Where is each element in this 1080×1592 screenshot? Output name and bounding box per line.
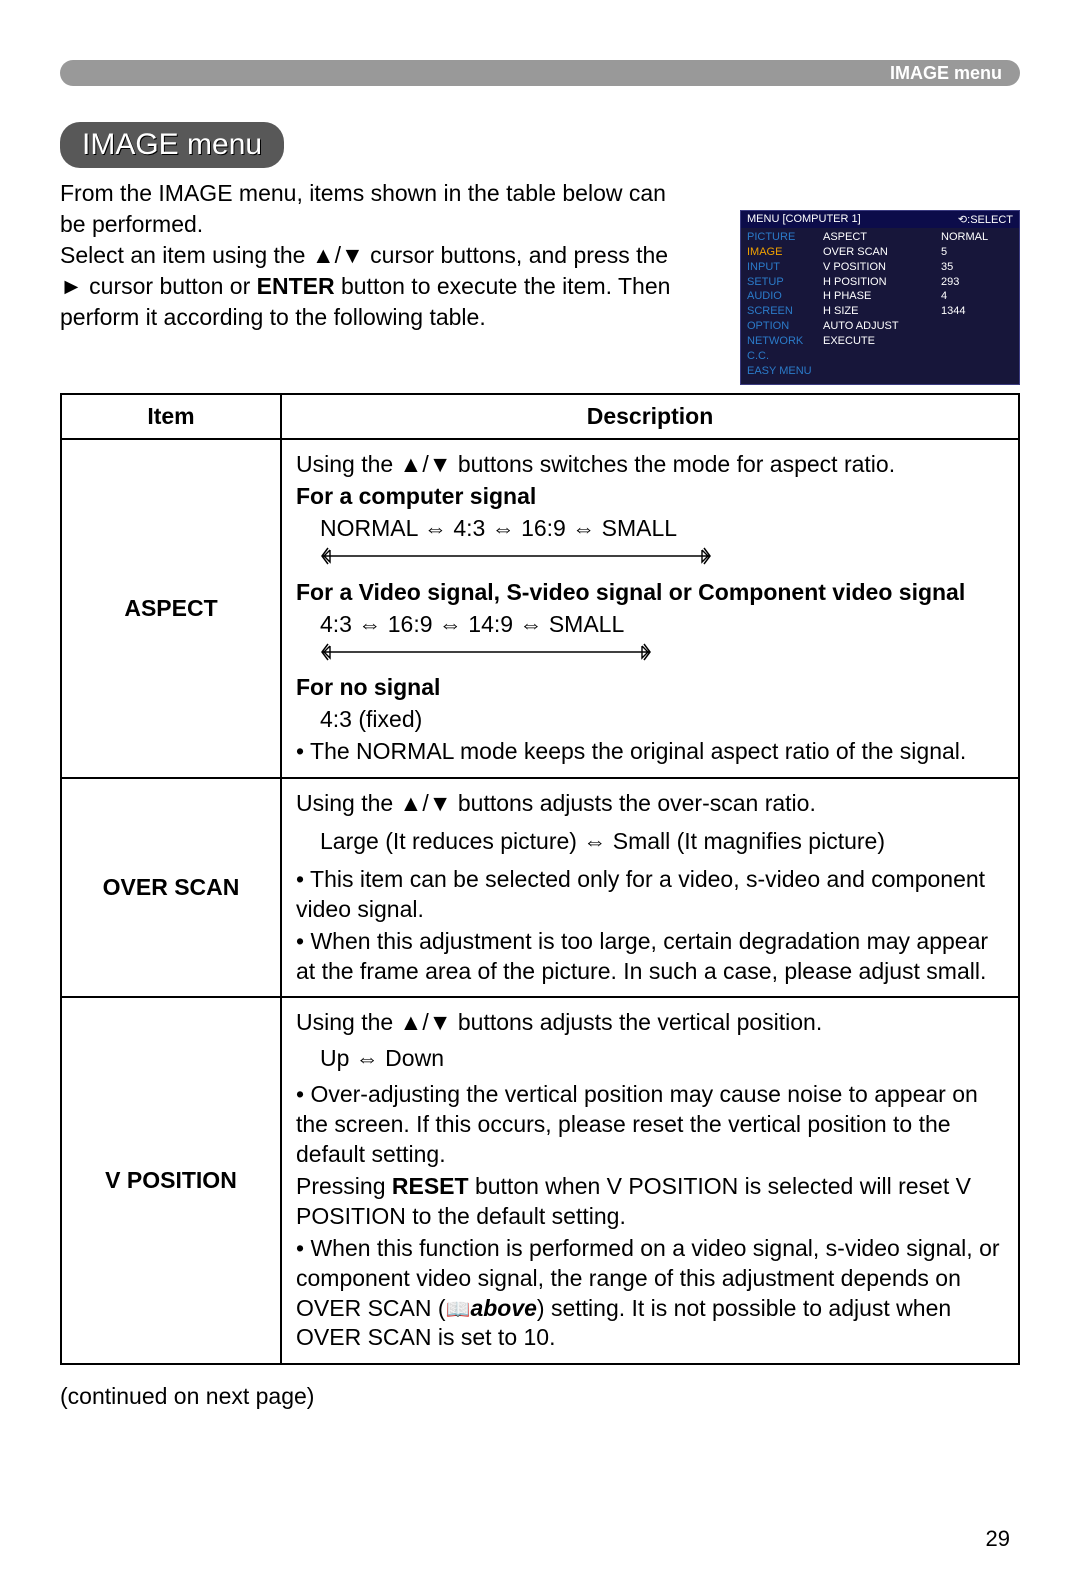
page-title: IMAGE menu: [60, 122, 284, 168]
item-aspect: ASPECT: [61, 439, 281, 778]
vpos-ref: above: [470, 1295, 536, 1321]
vpos-reset: RESET: [392, 1173, 469, 1199]
col-header-item: Item: [61, 394, 281, 439]
osd-mid-item: H PHASE: [823, 289, 941, 304]
continued-note: (continued on next page): [60, 1383, 1020, 1410]
col-header-desc: Description: [281, 394, 1019, 439]
osd-mid-item: AUTO ADJUST EXECUTE: [823, 319, 941, 349]
intro-text: From the IMAGE menu, items shown in the …: [60, 178, 680, 333]
vpos-bullet2: • When this function is performed on a v…: [296, 1234, 1004, 1354]
desc-aspect: Using the ▲/▼ buttons switches the mode …: [281, 439, 1019, 778]
osd-left-item: PICTURE: [747, 230, 819, 245]
aspect-sub3-title: For no signal: [296, 673, 1004, 703]
osd-mid-item: ASPECT: [823, 230, 941, 245]
aspect-sub3-val: 4:3 (fixed): [296, 705, 1004, 735]
osd-header: MENU [COMPUTER 1] ⟲:SELECT: [741, 211, 1019, 228]
osd-mid-item: H POSITION: [823, 275, 941, 290]
table-row: ASPECT Using the ▲/▼ buttons switches th…: [61, 439, 1019, 778]
vpos-line2: Up ⇔ Down: [296, 1044, 1004, 1074]
osd-left-item: AUDIO: [747, 289, 819, 304]
osd-right-item: 4: [941, 289, 1005, 304]
osd-right-item: 293: [941, 275, 1005, 290]
osd-body: PICTURE IMAGE INPUT SETUP AUDIO SCREEN O…: [741, 228, 1019, 384]
aspect-sub1-seq: NORMAL ⇔ 4:3 ⇔ 16:9 ⇔ SMALL: [296, 514, 1004, 544]
osd-left-item: C.C.: [747, 349, 819, 364]
osd-left-item: NETWORK: [747, 334, 819, 349]
header-bar: IMAGE menu: [60, 60, 1020, 86]
desc-overscan: Using the ▲/▼ buttons adjusts the over-s…: [281, 778, 1019, 997]
table-row: OVER SCAN Using the ▲/▼ buttons adjusts …: [61, 778, 1019, 997]
osd-left-col: PICTURE IMAGE INPUT SETUP AUDIO SCREEN O…: [741, 228, 819, 384]
vpos-bullet1a: • Over-adjusting the vertical position m…: [296, 1080, 1004, 1170]
vpos-b1b-pre: Pressing: [296, 1173, 392, 1199]
osd-left-item: INPUT: [747, 260, 819, 275]
osd-screenshot: MENU [COMPUTER 1] ⟲:SELECT PICTURE IMAGE…: [740, 210, 1020, 385]
osd-mid-col: ASPECT OVER SCAN V POSITION H POSITION H…: [819, 228, 941, 384]
intro-line-1: From the IMAGE menu, items shown in the …: [60, 180, 666, 237]
osd-right-item: 1344: [941, 304, 1005, 319]
item-overscan: OVER SCAN: [61, 778, 281, 997]
osd-left-item: SCREEN: [747, 304, 819, 319]
osd-left-item: SETUP: [747, 275, 819, 290]
intro-enter: ENTER: [257, 273, 335, 299]
vpos-bullet1b: Pressing RESET button when V POSITION is…: [296, 1172, 1004, 1232]
osd-mid-item: V POSITION: [823, 260, 941, 275]
overscan-bullet2: • When this adjustment is too large, cer…: [296, 927, 1004, 987]
book-icon: 📖: [446, 1299, 471, 1321]
aspect-sub1-title: For a computer signal: [296, 482, 1004, 512]
aspect-note: • The NORMAL mode keeps the original asp…: [296, 737, 1004, 767]
osd-right-item: 5: [941, 245, 1005, 260]
osd-right-col: NORMAL 5 35 293 4 1344: [941, 228, 1011, 384]
osd-header-left: MENU [COMPUTER 1]: [747, 213, 861, 226]
aspect-sub2-seq: 4:3 ⇔ 16:9 ⇔ 14:9 ⇔ SMALL: [296, 610, 1004, 640]
osd-mid-item: H SIZE: [823, 304, 941, 319]
aspect-sub2-title: For a Video signal, S-video signal or Co…: [296, 578, 1004, 608]
cycle-arrow-icon: [296, 546, 1004, 576]
vpos-line1: Using the ▲/▼ buttons adjusts the vertic…: [296, 1008, 1004, 1038]
page-number: 29: [986, 1526, 1010, 1552]
overscan-bullet1: • This item can be selected only for a v…: [296, 865, 1004, 925]
osd-left-item: OPTION: [747, 319, 819, 334]
osd-right-item: NORMAL: [941, 230, 1005, 245]
cycle-arrow-icon: [296, 642, 1004, 672]
image-menu-table: Item Description ASPECT Using the ▲/▼ bu…: [60, 393, 1020, 1365]
osd-right-item: 35: [941, 260, 1005, 275]
osd-left-item: IMAGE: [747, 245, 819, 260]
desc-vposition: Using the ▲/▼ buttons adjusts the vertic…: [281, 997, 1019, 1364]
osd-mid-item: OVER SCAN: [823, 245, 941, 260]
item-vposition: V POSITION: [61, 997, 281, 1364]
overscan-line1: Using the ▲/▼ buttons adjusts the over-s…: [296, 789, 1004, 819]
osd-header-right: ⟲:SELECT: [958, 213, 1013, 226]
table-row: V POSITION Using the ▲/▼ buttons adjusts…: [61, 997, 1019, 1364]
osd-left-item: EASY MENU: [747, 364, 819, 379]
overscan-line2: Large (It reduces picture) ⇔ Small (It m…: [296, 827, 1004, 857]
header-label: IMAGE menu: [890, 63, 1002, 84]
aspect-line1: Using the ▲/▼ buttons switches the mode …: [296, 450, 1004, 480]
